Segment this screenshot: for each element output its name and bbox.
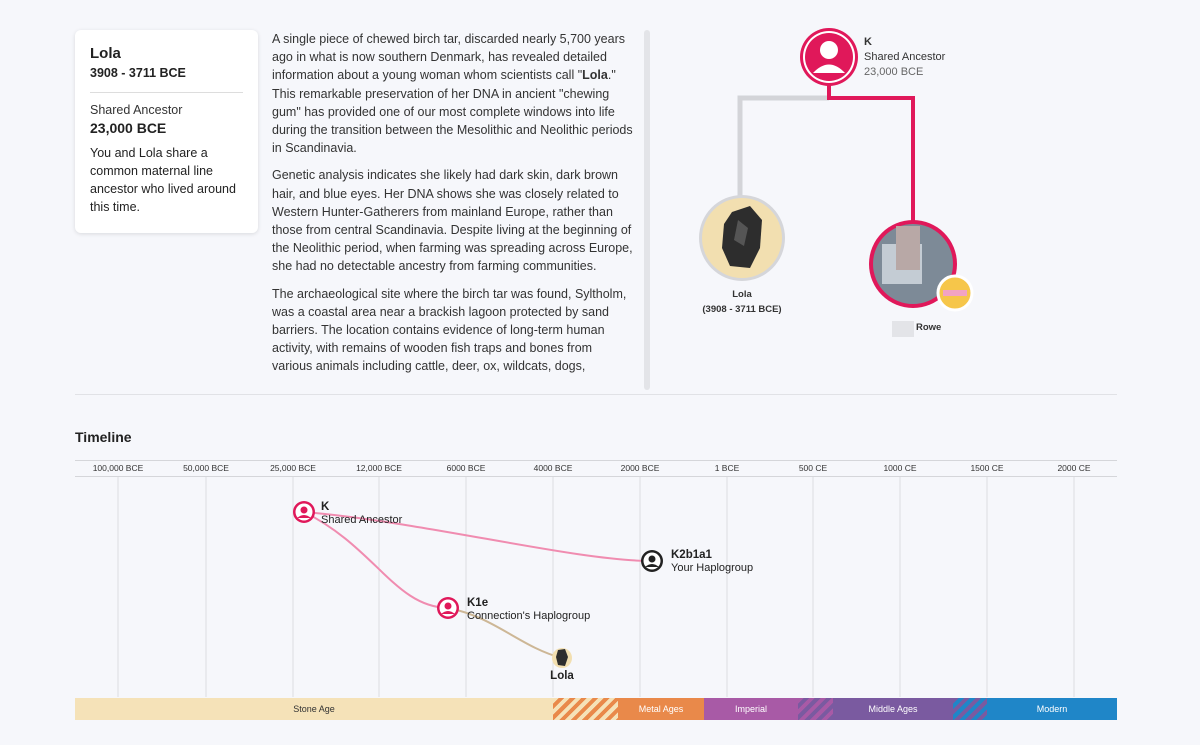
tree-lines bbox=[699, 28, 974, 312]
user-haplogroup-name: K2b1a1 bbox=[671, 549, 712, 561]
era-middle-ages: Middle Ages bbox=[833, 698, 953, 720]
redacted-name-block bbox=[892, 321, 914, 337]
k-node-sub: Shared Ancestor bbox=[321, 514, 403, 526]
ancestor-summary-card: Lola 3908 - 3711 BCE Shared Ancestor 23,… bbox=[75, 30, 258, 233]
card-description: You and Lola share a common maternal lin… bbox=[90, 146, 236, 214]
article-paragraph-3: The archaeological site where the birch … bbox=[272, 286, 627, 374]
era-stone-age: Stone Age bbox=[75, 698, 553, 720]
card-name: Lola bbox=[90, 45, 121, 62]
card-shared-label: Shared Ancestor bbox=[90, 103, 183, 117]
k-node-label: K Shared Ancestor bbox=[321, 501, 402, 527]
tick-label: 500 CE bbox=[798, 463, 828, 473]
era-bar: Stone Age Metal Ages Imperial Middle Age… bbox=[75, 698, 1117, 720]
card-shared-date: 23,000 BCE bbox=[90, 120, 167, 136]
tick-label: 100,000 BCE bbox=[92, 463, 144, 473]
timeline-axis: 100,000 BCE 50,000 BCE 25,000 BCE 12,000… bbox=[75, 460, 1117, 477]
era-metal-ages: Metal Ages bbox=[618, 698, 704, 720]
tick-label: 2000 BCE bbox=[620, 463, 660, 473]
era-imperial: Imperial bbox=[704, 698, 798, 720]
connection-haplogroup-label: K1e Connection's Haplogroup bbox=[467, 597, 590, 623]
article-p1-bold: Lola bbox=[582, 68, 608, 83]
timeline-canvas: K Shared Ancestor K2b1a1 Your Haplogroup K… bbox=[75, 477, 1117, 697]
timeline-graphics bbox=[117, 477, 1075, 697]
path-to-lola bbox=[447, 607, 563, 659]
blurred-photo bbox=[896, 226, 920, 270]
user-haplogroup-icon[interactable] bbox=[641, 550, 663, 572]
tick-label: 4000 BCE bbox=[533, 463, 573, 473]
article-p1-start: A single piece of chewed birch tar, disc… bbox=[272, 32, 625, 83]
tick-label: 2000 CE bbox=[1057, 463, 1091, 473]
tree-line-user bbox=[827, 80, 915, 225]
tick-label: 1500 CE bbox=[970, 463, 1004, 473]
article-text: A single piece of chewed birch tar, disc… bbox=[272, 30, 634, 390]
card-divider bbox=[90, 92, 243, 93]
ancestor-avatar[interactable] bbox=[800, 28, 858, 86]
tick-label: 50,000 BCE bbox=[183, 463, 229, 473]
era-transition-stone-metal bbox=[553, 698, 618, 720]
user-haplogroup-sub: Your Haplogroup bbox=[671, 562, 754, 574]
user-avatar[interactable] bbox=[869, 220, 974, 312]
tree-line-lola bbox=[737, 95, 829, 197]
card-dates: 3908 - 3711 BCE bbox=[90, 66, 186, 80]
connection-haplogroup-icon[interactable] bbox=[437, 597, 459, 619]
person-icon bbox=[820, 41, 838, 59]
article-paragraph-2: Genetic analysis indicates she likely ha… bbox=[272, 168, 633, 274]
tick-label: 12,000 BCE bbox=[356, 463, 402, 473]
lola-node-icon[interactable] bbox=[552, 648, 572, 668]
article-scrollbar[interactable] bbox=[644, 30, 650, 390]
lola-avatar[interactable] bbox=[699, 195, 785, 281]
tree-lola-dates: (3908 - 3711 BCE) bbox=[702, 304, 782, 315]
article-paragraph-1: A single piece of chewed birch tar, disc… bbox=[272, 30, 634, 157]
era-transition-middle-modern bbox=[953, 698, 987, 720]
timeline-title: Timeline bbox=[75, 429, 132, 445]
k-node-name: K bbox=[321, 501, 330, 513]
section-divider bbox=[75, 394, 1117, 395]
era-transition-imperial-middle bbox=[798, 698, 833, 720]
tick-label: 1 BCE bbox=[714, 463, 740, 473]
path-to-connection-haplogroup bbox=[303, 511, 449, 609]
tree-user-name: Rowe bbox=[916, 322, 942, 333]
era-modern: Modern bbox=[987, 698, 1117, 720]
article-p1-end: ." This remarkable preservation of her D… bbox=[272, 68, 633, 156]
connection-haplogroup-sub: Connection's Haplogroup bbox=[467, 610, 591, 622]
path-to-user-haplogroup bbox=[303, 511, 653, 562]
tree-ancestor-label: Shared Ancestor bbox=[864, 51, 946, 63]
tick-label: 1000 CE bbox=[883, 463, 917, 473]
relationship-tree: K Shared Ancestor 23,000 BCE Lola (3908 … bbox=[660, 0, 1200, 395]
tick-label: 25,000 BCE bbox=[270, 463, 316, 473]
connection-haplogroup-name: K1e bbox=[467, 597, 489, 609]
lola-node-label: Lola bbox=[550, 670, 574, 682]
tree-ancestor-name: K bbox=[864, 36, 872, 48]
tree-ancestor-date: 23,000 BCE bbox=[864, 66, 924, 78]
tick-label: 6000 BCE bbox=[446, 463, 486, 473]
tree-lola-name: Lola bbox=[732, 289, 752, 300]
k-node-icon[interactable] bbox=[293, 501, 315, 523]
user-haplogroup-label: K2b1a1 Your Haplogroup bbox=[671, 549, 753, 575]
